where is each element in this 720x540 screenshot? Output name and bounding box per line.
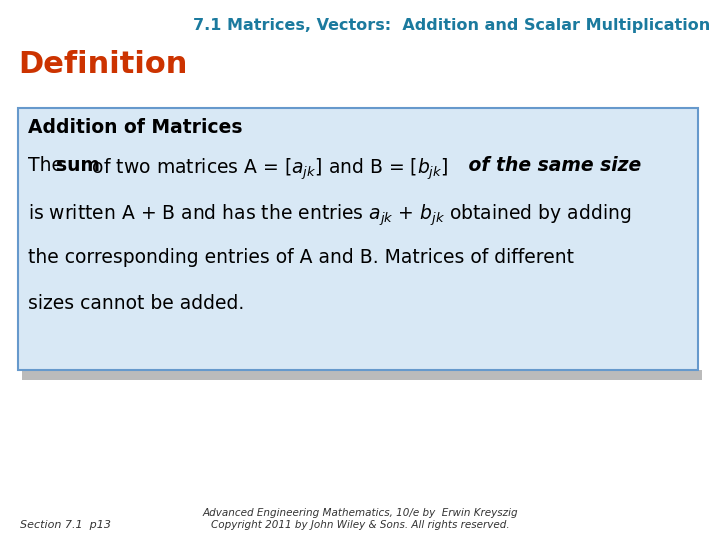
Text: of two matrices A = [$a_{jk}$] and B = [$b_{jk}$]: of two matrices A = [$a_{jk}$] and B = [… (86, 156, 449, 181)
Text: Addition of Matrices: Addition of Matrices (28, 118, 243, 137)
Text: 7.1 Matrices, Vectors:  Addition and Scalar Multiplication: 7.1 Matrices, Vectors: Addition and Scal… (193, 18, 710, 33)
Text: The: The (28, 156, 69, 175)
Text: Section 7.1  p13: Section 7.1 p13 (20, 520, 111, 530)
Text: the corresponding entries of A and B. Matrices of different: the corresponding entries of A and B. Ma… (28, 248, 574, 267)
Text: Definition: Definition (18, 50, 187, 79)
Text: sum: sum (56, 156, 100, 175)
Text: sizes cannot be added.: sizes cannot be added. (28, 294, 244, 313)
FancyBboxPatch shape (22, 370, 702, 380)
Text: is written A + B and has the entries $a_{jk}$ + $b_{jk}$ obtained by adding: is written A + B and has the entries $a_… (28, 202, 631, 227)
Text: Advanced Engineering Mathematics, 10/e by  Erwin Kreyszig
Copyright 2011 by John: Advanced Engineering Mathematics, 10/e b… (202, 508, 518, 530)
FancyBboxPatch shape (18, 108, 698, 370)
Text: of the same size: of the same size (462, 156, 642, 175)
